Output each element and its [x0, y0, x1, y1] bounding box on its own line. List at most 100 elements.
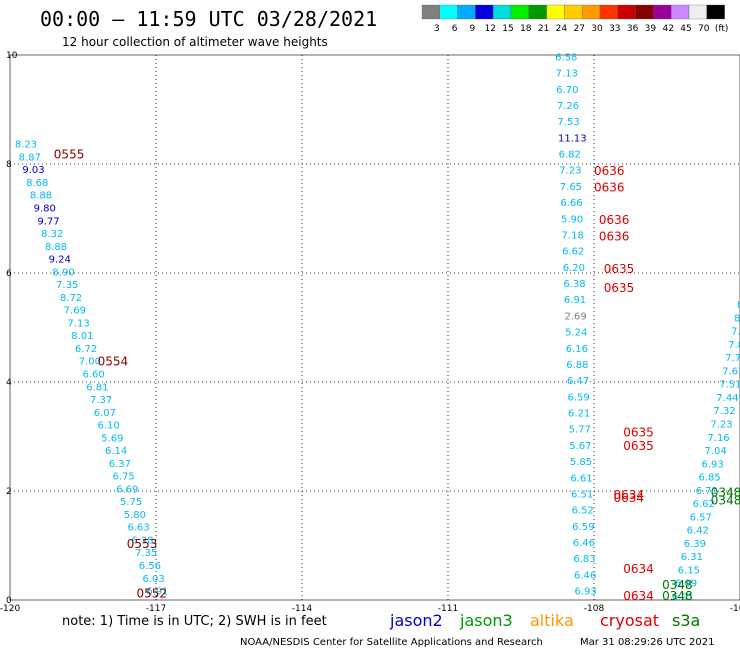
time-label: 0635 [623, 439, 654, 453]
swh-value: 6.62 [562, 247, 584, 258]
swh-value: 6.93 [575, 587, 597, 598]
colorbar-label: 6 [452, 24, 458, 34]
y-tick-label: 8 [6, 160, 12, 170]
colorbar-swatch [475, 4, 494, 20]
swh-value: 7.23 [710, 419, 732, 430]
swh-value: 6.72 [75, 344, 97, 355]
colorbar-label: 36 [627, 24, 639, 34]
swh-value: 7.37 [90, 395, 112, 406]
x-tick-label: -111 [438, 604, 458, 614]
axis-ticks: -120 -117 -114 -111 -108 -105 0 2 4 6 8 10 [0, 51, 740, 614]
colorbar-swatch [688, 4, 707, 20]
footer-credit: NOAA/NESDIS Center for Satellite Applica… [240, 637, 543, 648]
swh-value: 7.13 [67, 318, 89, 329]
colorbar-swatch [493, 4, 512, 20]
swh-value: 7.35 [56, 280, 78, 291]
swh-value: 9.03 [22, 165, 44, 176]
swh-value: 8.90 [52, 267, 74, 278]
swh-value: 8.23 [15, 140, 37, 151]
colorbar-swatch [671, 4, 690, 20]
time-label: 0634 [613, 488, 644, 502]
colorbar-label: 45 [680, 24, 691, 34]
satellite-cryosat: cryosat [600, 611, 659, 630]
time-label: 0636 [594, 164, 625, 178]
swh-value: 6.14 [105, 446, 127, 457]
swh-value: 7.84 [728, 340, 740, 351]
time-label: 0553 [127, 537, 158, 551]
satellite-legend: jason2 jason3 altika cryosat s3a [389, 611, 700, 630]
time-label: 0634 [623, 562, 654, 576]
swh-value: 6.42 [687, 526, 709, 537]
swh-value: 6.91 [564, 295, 586, 306]
swh-value: 6.59 [567, 392, 589, 403]
swh-value: 7.18 [562, 230, 584, 241]
swh-value: 6.71 [696, 486, 718, 497]
swh-value: 6.03 [143, 574, 165, 585]
colorbar-label: 24 [556, 24, 568, 34]
swh-value: 8.88 [30, 191, 52, 202]
colorbar-swatch [546, 4, 565, 20]
swh-value: 9.80 [34, 203, 56, 214]
colorbar-label: 12 [484, 24, 495, 34]
swh-value: 6.81 [86, 382, 108, 393]
swh-value: 6.75 [112, 472, 134, 483]
swh-value: 6.58 [555, 52, 577, 63]
swh-value: 6.31 [681, 552, 703, 563]
swh-value: 6.52 [572, 506, 594, 517]
colorbar-label: 70 [698, 24, 710, 34]
colorbar-label: 9 [470, 24, 476, 34]
satellite-jason2: jason2 [389, 611, 443, 630]
swh-value: 6.56 [139, 561, 161, 572]
swh-value: 6.85 [699, 473, 721, 484]
satellite-jason3: jason3 [459, 611, 513, 630]
swh-value: 6.70 [556, 85, 578, 96]
swh-value: 6.09 [675, 579, 697, 590]
swh-value: 7.63 [722, 366, 740, 377]
time-label: 0636 [594, 180, 625, 194]
swh-value: 6.66 [560, 198, 582, 209]
swh-value: 7.69 [64, 306, 86, 317]
chart-title: 00:00 – 11:59 UTC 03/28/2021 [40, 7, 377, 31]
swh-value: 7.32 [713, 406, 735, 417]
swh-value: 9.24 [49, 255, 71, 266]
colorbar-label: (ft) [715, 24, 729, 34]
swh-value: 6.63 [127, 523, 149, 534]
swh-value: 6.07 [94, 408, 116, 419]
grid [10, 55, 740, 600]
time-label: 0636 [599, 213, 630, 227]
swh-value: 5.77 [569, 425, 591, 436]
time-label: 0348 [711, 485, 740, 499]
swh-value: 5.24 [565, 328, 587, 339]
time-label: 0634 [623, 589, 654, 603]
time-label: 0635 [604, 262, 635, 276]
satellite-altika: altika [530, 611, 574, 630]
colorbar-label: 42 [662, 24, 673, 34]
swh-value: 8.87 [19, 152, 41, 163]
swh-value: 7.44 [716, 393, 738, 404]
swh-value: 7.16 [707, 433, 729, 444]
y-tick-label: 6 [6, 269, 12, 279]
swh-value: 7.65 [560, 182, 582, 193]
swh-value: 6.60 [82, 369, 104, 380]
time-label: 0554 [98, 355, 129, 369]
chart-subtitle: 12 hour collection of altimeter wave hei… [62, 35, 328, 49]
swh-value: 6.10 [97, 421, 119, 432]
swh-value: 6.01 [672, 592, 694, 603]
data-marks: 8.238.879.038.688.889.809.778.328.889.24… [15, 52, 740, 603]
swh-value: 6.16 [566, 344, 588, 355]
swh-value: 7.51 [719, 380, 740, 391]
colorbar: 3 6 9 12 15 18 21 24 27 30 33 36 39 42 45 70 (ft) [421, 4, 729, 34]
colorbar-swatch [653, 4, 672, 20]
swh-value: 7.00 [79, 357, 101, 368]
swh-value: 8.68 [26, 178, 48, 189]
colorbar-swatch [457, 4, 476, 20]
swh-value: 8.01 [71, 331, 93, 342]
swh-value: 6.83 [573, 554, 595, 565]
swh-value: 5.90 [561, 214, 583, 225]
swh-value: 8.02 [734, 313, 740, 324]
colorbar-swatch [439, 4, 458, 20]
note-text: note: 1) Time is in UTC; 2) SWH is in fe… [62, 614, 327, 629]
time-label: 0636 [599, 229, 630, 243]
swh-value: 7.04 [704, 446, 726, 457]
